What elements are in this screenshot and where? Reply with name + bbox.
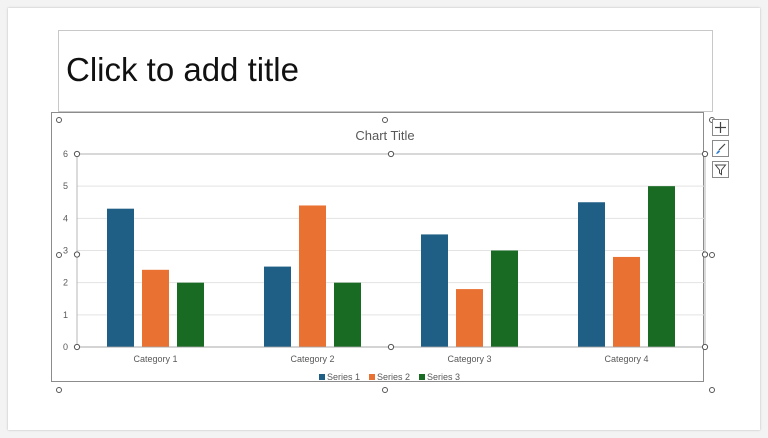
chart-title[interactable]: Chart Title xyxy=(355,128,414,143)
bar-series-2-category-2[interactable] xyxy=(299,205,326,347)
x-category-label: Category 2 xyxy=(290,354,334,364)
chart-resize-handle-left[interactable] xyxy=(56,252,62,258)
legend-label: Series 3 xyxy=(427,372,460,382)
chart-styles-button[interactable] xyxy=(712,140,729,157)
legend-item[interactable]: Series 3 xyxy=(419,372,460,382)
plot-area-handle[interactable] xyxy=(73,251,81,258)
chart-resize-handle-bottom-left[interactable] xyxy=(56,387,62,393)
chart-resize-handle-top-left[interactable] xyxy=(56,117,62,123)
plot-area-handle[interactable] xyxy=(701,150,709,158)
bar-series-1-category-3[interactable] xyxy=(421,234,448,347)
legend-swatch xyxy=(419,374,425,380)
chart-filters-button[interactable] xyxy=(712,161,729,178)
chart-frame[interactable] xyxy=(51,112,704,382)
chart-resize-handle-bottom-right[interactable] xyxy=(709,387,715,393)
bar-series-2-category-1[interactable] xyxy=(142,269,169,347)
bar-series-2-category-4[interactable] xyxy=(613,256,640,347)
y-tick-label: 2 xyxy=(63,278,68,288)
bar-series-1-category-2[interactable] xyxy=(264,266,291,347)
plot-area-handle[interactable] xyxy=(701,343,709,351)
title-placeholder-text: Click to add title xyxy=(66,51,299,88)
plus-icon xyxy=(715,122,726,133)
plot-area-handle[interactable] xyxy=(73,150,81,158)
x-category-label: Category 3 xyxy=(447,354,491,364)
y-tick-label: 4 xyxy=(63,213,68,223)
chart-resize-handle-right[interactable] xyxy=(709,252,715,258)
bar-series-3-category-1[interactable] xyxy=(177,282,204,347)
legend-swatch xyxy=(369,374,375,380)
y-tick-label: 6 xyxy=(63,149,68,159)
title-placeholder[interactable]: Click to add title xyxy=(58,30,713,112)
legend-item[interactable]: Series 2 xyxy=(369,372,410,382)
bar-series-3-category-3[interactable] xyxy=(491,250,518,348)
x-category-label: Category 4 xyxy=(604,354,648,364)
y-tick-label: 5 xyxy=(63,181,68,191)
bar-series-1-category-1[interactable] xyxy=(107,208,134,347)
legend-item[interactable]: Series 1 xyxy=(319,372,360,382)
chart-resize-handle-top[interactable] xyxy=(382,117,388,123)
y-tick-label: 0 xyxy=(63,342,68,352)
bar-series-3-category-4[interactable] xyxy=(648,186,675,347)
plot-area-handle[interactable] xyxy=(387,343,395,351)
plot-area-handle[interactable] xyxy=(73,343,81,351)
filter-icon xyxy=(714,164,727,176)
bar-series-2-category-3[interactable] xyxy=(456,289,483,347)
legend-label: Series 1 xyxy=(327,372,360,382)
legend-swatch xyxy=(319,374,325,380)
chart-resize-handle-bottom[interactable] xyxy=(382,387,388,393)
bar-series-1-category-4[interactable] xyxy=(578,202,605,347)
brush-icon xyxy=(716,143,726,154)
bar-series-3-category-2[interactable] xyxy=(334,282,361,347)
plot-area-handle[interactable] xyxy=(701,251,709,258)
plot-area-handle[interactable] xyxy=(387,150,395,158)
x-category-label: Category 1 xyxy=(133,354,177,364)
chart-elements-button[interactable] xyxy=(712,119,729,136)
legend-label: Series 2 xyxy=(377,372,410,382)
y-tick-label: 3 xyxy=(63,246,68,256)
y-tick-label: 1 xyxy=(63,310,68,320)
